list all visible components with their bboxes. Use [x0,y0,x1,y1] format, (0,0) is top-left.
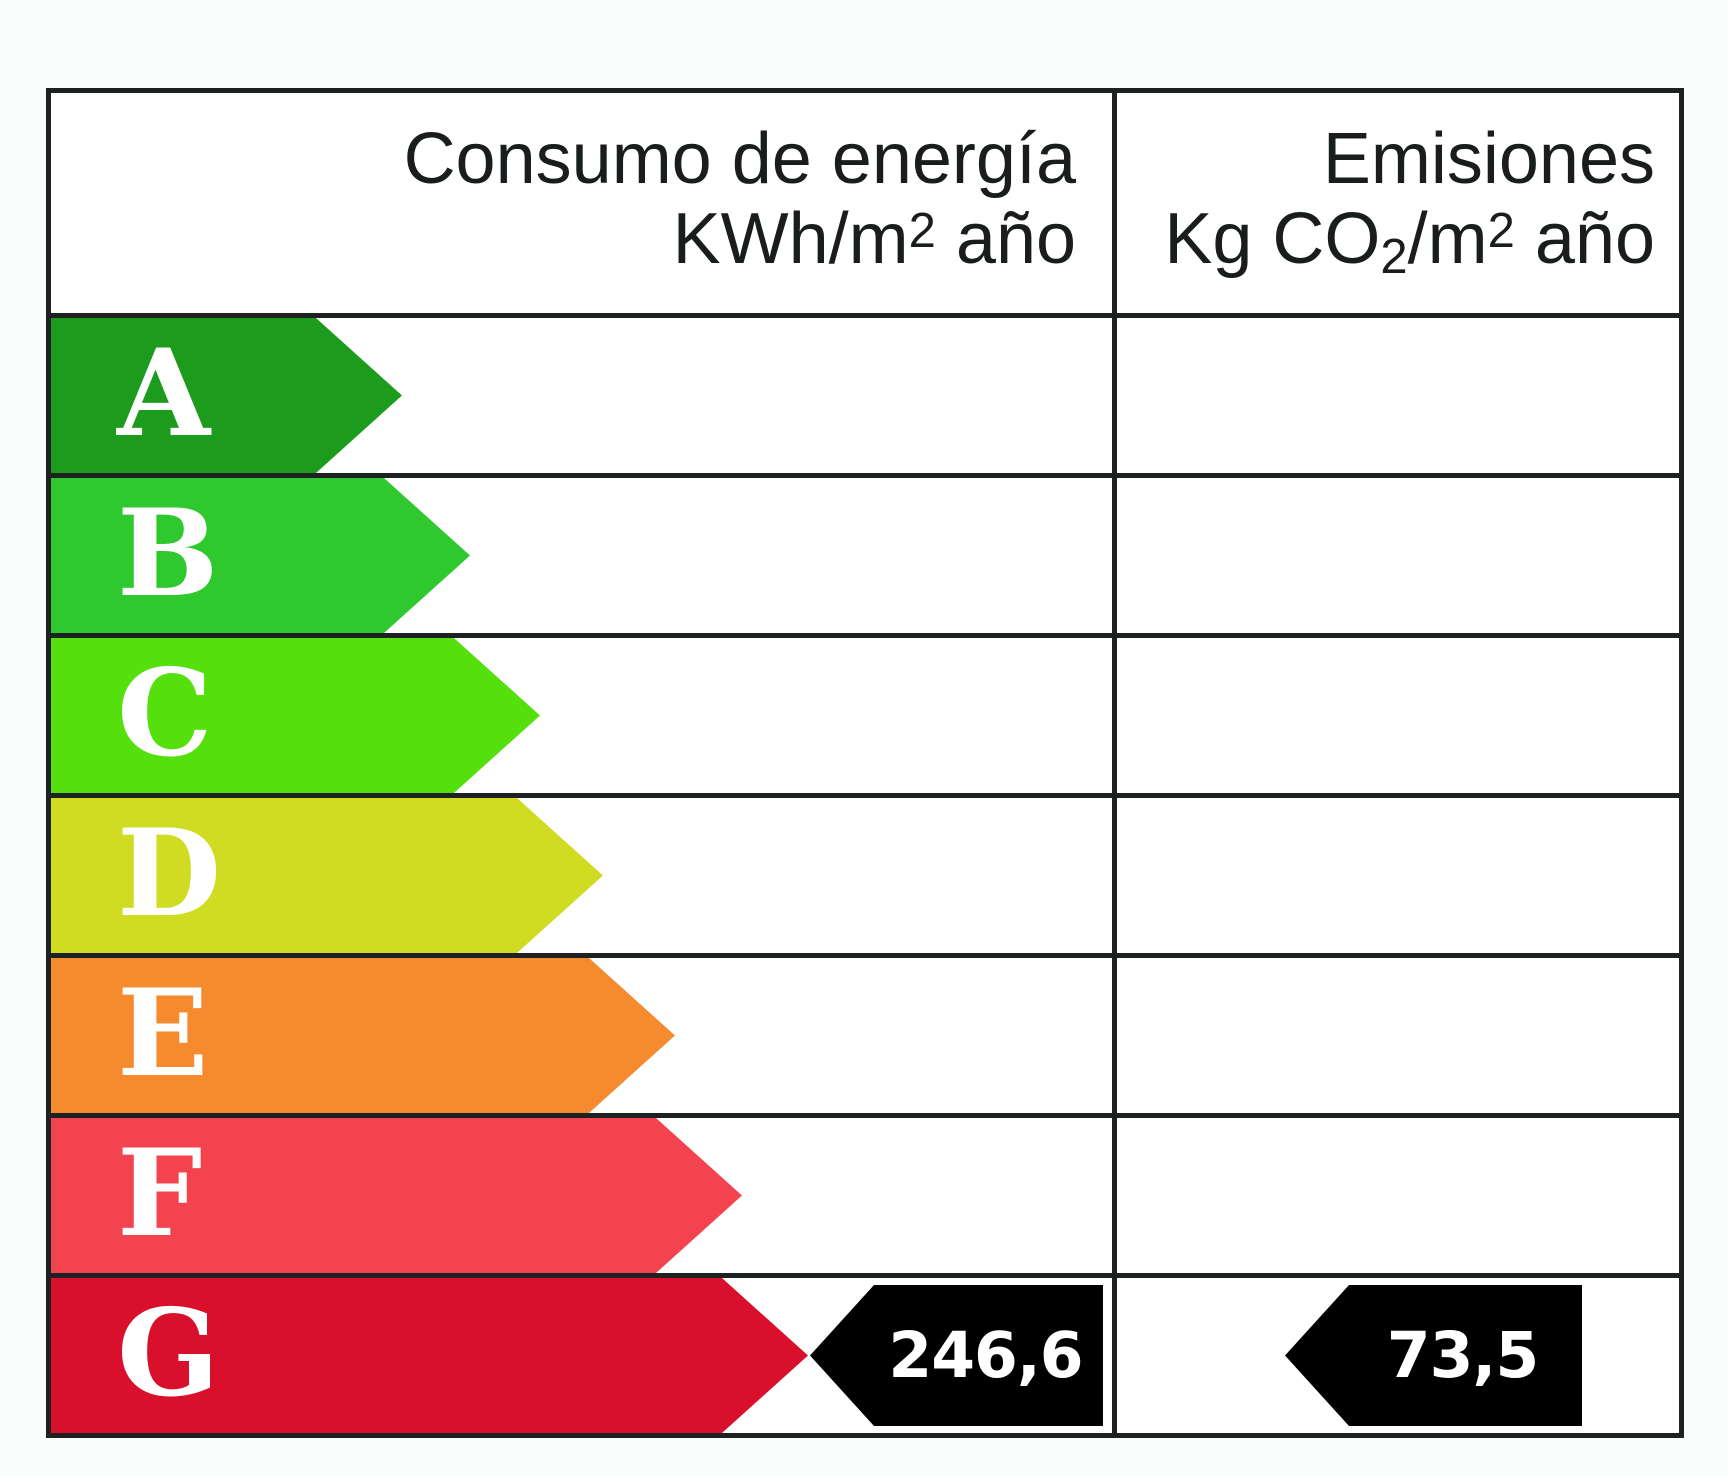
rating-bar-G: G [51,1278,808,1433]
header-emissions-unit-post: año [1514,199,1655,279]
table-header: Consumo de energía KWh/m2 año Emisiones … [51,93,1679,313]
rating-row-B: B [51,473,1679,633]
grade-letter-E: E [117,962,209,1104]
grade-letter-D: D [117,802,222,944]
header-energy-line2: KWh/m2 año [51,199,1076,287]
header-emissions-unit-pre: Kg CO [1164,199,1381,279]
rating-bar-D: D [51,798,603,953]
header-emissions-subscript: 2 [1380,229,1408,284]
rating-bar-C: C [51,638,540,793]
header-energy-superscript: 2 [908,203,936,258]
consumption-value-badge: 246,6 [810,1285,1103,1426]
grade-letter-A: A [117,322,211,464]
rating-bar-F: F [51,1118,742,1273]
rating-bar-E: E [51,958,675,1113]
header-emissions-superscript: 2 [1487,203,1515,258]
header-energy-unit-post: año [935,199,1076,279]
header-energy-column: Consumo de energía KWh/m2 año [51,93,1112,313]
header-emissions-line1: Emisiones [1322,119,1655,199]
column-divider [1112,93,1117,1433]
grade-letter-F: F [117,1122,203,1264]
rating-bar-A: A [51,318,402,473]
rating-row-F: F [51,1113,1679,1273]
rating-row-A: A [51,313,1679,473]
rating-bar-B: B [51,478,470,633]
header-emissions-column: Emisiones Kg CO2/m2 año [1112,93,1679,313]
header-emissions-line2: Kg CO2/m2 año [1112,199,1655,287]
emissions-value: 73,5 [1386,1319,1539,1392]
grade-letter-C: C [117,642,213,784]
header-emissions-unit-mid: /m [1407,199,1488,279]
rating-table: Consumo de energía KWh/m2 año Emisiones … [46,88,1684,1438]
header-energy-line1: Consumo de energía [403,119,1076,199]
consumption-value: 246,6 [888,1319,1083,1392]
grade-letter-B: B [117,482,219,624]
rating-row-E: E [51,953,1679,1113]
emissions-value-badge: 73,5 [1285,1285,1582,1426]
rating-row-G: G [51,1273,1679,1433]
rating-row-D: D [51,793,1679,953]
grade-letter-G: G [117,1282,220,1424]
rating-row-C: C [51,633,1679,793]
header-energy-unit-pre: KWh/m [672,199,909,279]
